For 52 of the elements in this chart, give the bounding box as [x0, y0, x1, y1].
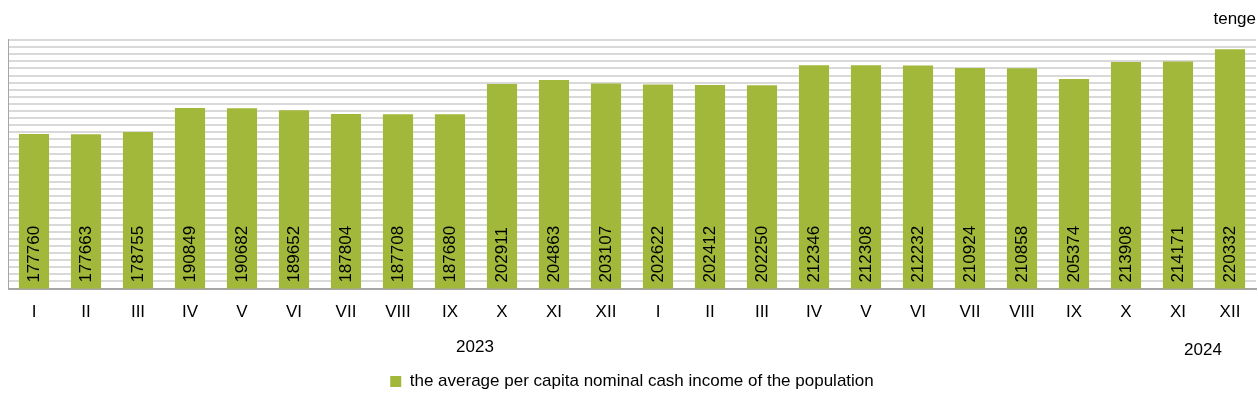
legend-label: the average per capita nominal cash income of the population: [409, 371, 874, 391]
data-label: 212346: [803, 225, 823, 283]
x-tick-label: IX: [441, 302, 459, 322]
data-label: 190682: [231, 225, 251, 283]
y-axis-title: tenge: [1213, 9, 1256, 29]
data-label: 189652: [283, 225, 303, 283]
data-label: 190849: [179, 225, 199, 283]
data-label: 187804: [335, 225, 355, 283]
x-tick-label: X: [1120, 302, 1132, 322]
data-label: 210924: [959, 225, 979, 283]
x-tick-label: VIII: [385, 302, 411, 322]
x-tick-label: V: [236, 302, 249, 322]
x-tick-label: II: [705, 302, 715, 322]
x-tick-label: I: [31, 302, 37, 322]
data-label: 210858: [1011, 225, 1031, 283]
data-label: 205374: [1063, 225, 1083, 283]
data-label: 187680: [439, 225, 459, 283]
data-label: 220332: [1219, 225, 1239, 283]
x-tick-label: VIII: [1009, 302, 1035, 322]
x-tick-label: VI: [909, 302, 927, 322]
x-tick-label: III: [754, 302, 770, 322]
data-label: 202250: [751, 225, 771, 283]
x-tick-label: XII: [595, 302, 617, 322]
data-label: 177760: [23, 225, 43, 283]
x-tick-label: V: [860, 302, 873, 322]
x-tick-label: VII: [959, 302, 981, 322]
data-label: 204863: [543, 225, 563, 283]
data-label: 212308: [855, 225, 875, 283]
x-tick-label: VII: [335, 302, 357, 322]
x-tick-label: I: [655, 302, 661, 322]
x-tick-label: IV: [181, 302, 199, 322]
data-label: 177663: [75, 225, 95, 283]
data-label: 202911: [491, 227, 511, 283]
data-label: 203107: [595, 225, 615, 283]
data-label: 202412: [699, 225, 719, 283]
text: 2023: [456, 336, 494, 356]
data-label: 178755: [127, 225, 147, 283]
x-tick-label: X: [496, 302, 508, 322]
x-tick-label: XII: [1219, 302, 1241, 322]
x-tick-label: IV: [805, 302, 823, 322]
data-label: 202622: [647, 225, 667, 283]
data-label: 213908: [1115, 225, 1135, 283]
text: 2024: [1184, 339, 1222, 359]
x-tick-label: III: [130, 302, 146, 322]
x-tick-label: IX: [1065, 302, 1083, 322]
data-label: 214171: [1167, 225, 1187, 283]
data-label: 212232: [907, 225, 927, 283]
x-tick-label: XI: [545, 302, 563, 322]
x-tick-label: VI: [285, 302, 303, 322]
data-label: 187708: [387, 225, 407, 283]
x-tick-label: II: [81, 302, 91, 322]
x-tick-label: XI: [1169, 302, 1187, 322]
